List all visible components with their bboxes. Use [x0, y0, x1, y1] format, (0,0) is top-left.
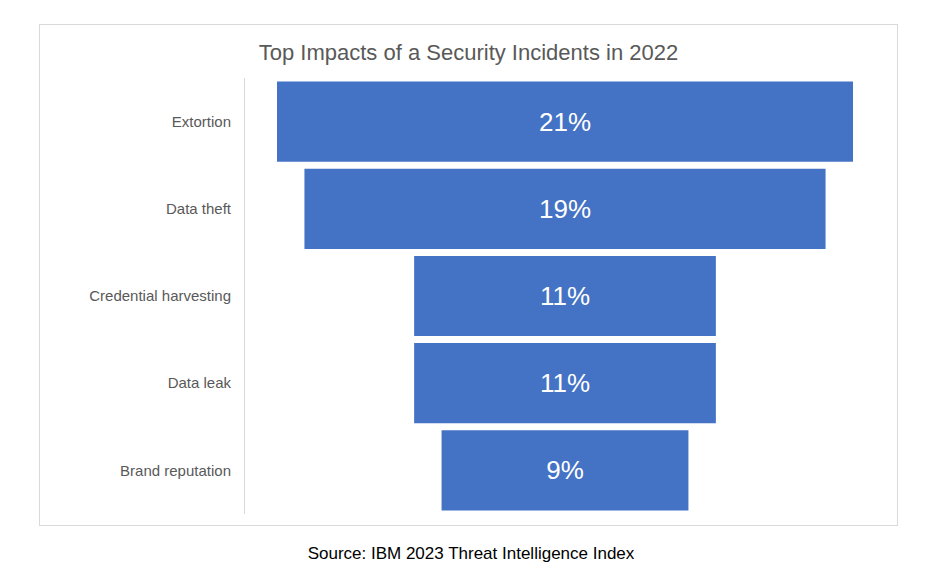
svg-text:Top Impacts of a Security Inci: Top Impacts of a Security Incidents in 2… [259, 40, 678, 65]
svg-text:Data theft: Data theft [166, 200, 232, 217]
svg-text:19%: 19% [539, 194, 591, 224]
html-text:Source: IBM 2023 Threat Intell: Source: IBM 2023 Threat Intelligence Ind… [307, 544, 635, 563]
svg-text:21%: 21% [539, 107, 591, 137]
svg-text:Credential harvesting: Credential harvesting [89, 287, 231, 304]
svg-text:Data leak: Data leak [168, 374, 232, 391]
svg-text:11%: 11% [540, 281, 590, 311]
svg-text:9%: 9% [546, 455, 584, 485]
svg-text:Extortion: Extortion [172, 113, 231, 130]
svg-text:11%: 11% [540, 368, 590, 398]
svg-text:Brand reputation: Brand reputation [120, 462, 231, 479]
